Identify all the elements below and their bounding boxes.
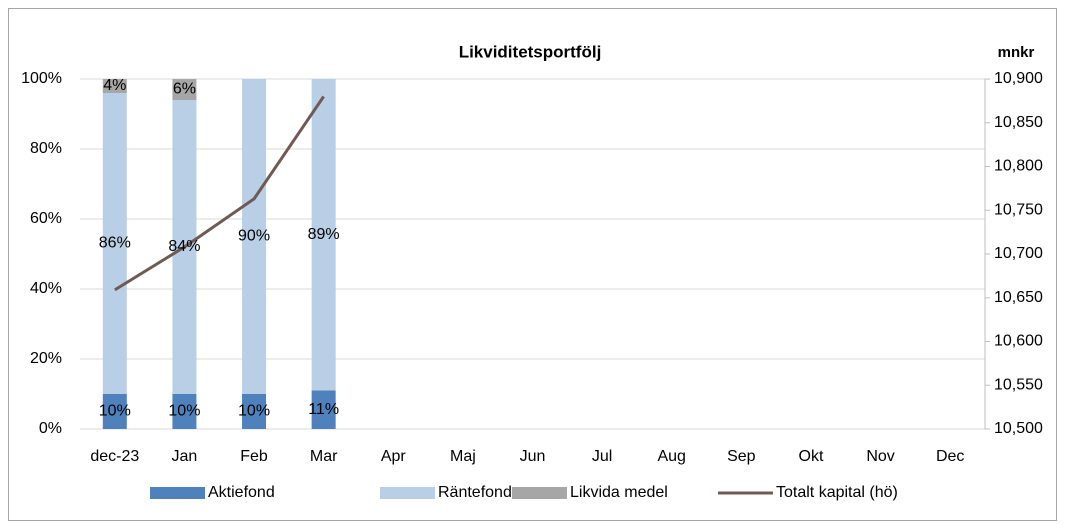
x-tick-label: Jul	[592, 448, 612, 465]
legend-label: Aktiefond	[208, 484, 275, 501]
data-label: 84%	[168, 238, 200, 255]
y2-tick-label: 10,750	[994, 201, 1043, 218]
y-tick-label: 100%	[21, 70, 62, 87]
bar-segment	[311, 390, 336, 429]
x-tick-label: Mar	[310, 448, 338, 465]
y-tick-label: 20%	[30, 350, 62, 367]
y-tick-label: 60%	[30, 210, 62, 227]
legend-swatch	[512, 487, 567, 499]
x-tick-label: Jan	[172, 448, 198, 465]
x-tick-label: Jun	[520, 448, 546, 465]
data-label: 86%	[99, 235, 131, 252]
bar-segment	[102, 394, 127, 429]
x-tick-label: Nov	[866, 448, 894, 465]
bar-segment	[172, 394, 197, 429]
data-label: 6%	[173, 81, 196, 98]
bar-segment	[102, 93, 127, 394]
legend-label: Totalt kapital (hö)	[776, 484, 898, 501]
bar-segment	[172, 79, 197, 100]
x-tick-label: Apr	[381, 448, 407, 465]
y2-tick-label: 10,550	[994, 376, 1043, 393]
bar-segment	[311, 79, 336, 391]
legend-label: Räntefond	[438, 484, 512, 501]
y-tick-label: 40%	[30, 280, 62, 297]
y2-tick-label: 10,650	[994, 289, 1043, 306]
chart-border	[8, 8, 1057, 521]
data-label: 10%	[168, 403, 200, 420]
data-label: 10%	[99, 403, 131, 420]
y2-tick-label: 10,900	[994, 70, 1043, 87]
y2-tick-label: 10,700	[994, 245, 1043, 262]
y2-axis-label: mnkr	[998, 44, 1035, 61]
x-tick-label: Dec	[936, 448, 964, 465]
y2-tick-label: 10,850	[994, 114, 1043, 131]
x-tick-label: Feb	[240, 448, 268, 465]
line	[114, 95, 325, 292]
y-tick-label: 0%	[39, 420, 62, 437]
x-tick-label: Maj	[450, 448, 476, 465]
data-label: 89%	[308, 226, 340, 243]
x-tick-label: dec-23	[90, 448, 139, 465]
data-label: 10%	[238, 403, 270, 420]
y-tick-label: 80%	[30, 140, 62, 157]
bar-segment	[242, 79, 267, 394]
bar-segment	[102, 79, 127, 93]
y2-tick-label: 10,600	[994, 333, 1043, 350]
bar-segment	[242, 394, 267, 429]
legend-swatch	[150, 487, 205, 499]
x-tick-label: Aug	[657, 448, 685, 465]
data-label: 90%	[238, 228, 270, 245]
y2-tick-label: 10,800	[994, 158, 1043, 175]
x-tick-label: Okt	[799, 448, 824, 465]
data-label: 11%	[308, 401, 339, 418]
legend-label: Likvida medel	[570, 484, 668, 501]
legend-swatch	[380, 487, 435, 499]
x-tick-label: Sep	[727, 448, 756, 465]
data-label: 4%	[103, 77, 126, 94]
chart-title: Likviditetsportfölj	[459, 42, 602, 61]
y2-tick-label: 10,500	[994, 420, 1043, 437]
